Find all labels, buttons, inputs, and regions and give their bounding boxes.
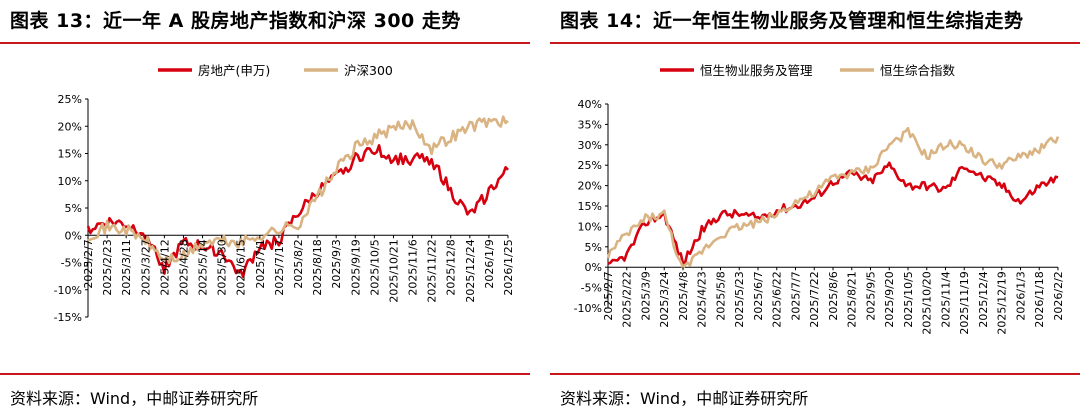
x-tick-label: 2025/12/24 (464, 239, 477, 302)
y-tick-label: -15% (54, 311, 82, 324)
x-tick-label: 2025/4/23 (696, 271, 709, 327)
x-tick-label: 2025/7/17 (273, 239, 286, 295)
title-divider (550, 42, 1080, 44)
line-chart-14: 40% 35% 30% 25% 20% 15% 10% 5% 0% -5% -10% 2025/2/7… (574, 63, 1065, 335)
x-tick-label: 2025/11/4 (940, 271, 953, 327)
x-tick-label: 2025/11/19 (958, 271, 971, 334)
x-tick-label: 2025/2/22 (621, 271, 634, 327)
x-tick-label: 2025/5/30 (216, 239, 229, 295)
y-tick-label: 25% (578, 159, 602, 172)
x-tick-label: 2025/9/20 (883, 271, 896, 327)
y-tick-label: 20% (578, 180, 602, 193)
x-tick-label: 2026/1/18 (1033, 271, 1046, 327)
legend-label-1: 房地产(申万) (198, 63, 270, 78)
y-tick-label: 20% (58, 120, 82, 133)
x-tick-label: 2025/10/5 (368, 239, 381, 295)
y-tick-label: 5% (65, 202, 82, 215)
x-tick-label: 2025/5/23 (733, 271, 746, 327)
y-tick-label: 10% (578, 220, 602, 233)
x-tick-label: 2025/4/12 (158, 239, 171, 295)
x-tick-label: 2025/3/24 (658, 271, 671, 327)
x-tick-label: 2025/7/7 (790, 271, 803, 320)
x-tick-label: 2025/12/4 (977, 271, 990, 327)
x-tick-label: 2025/11/6 (407, 239, 420, 295)
x-tick-label: 2025/6/7 (752, 271, 765, 320)
y-tick-label: 5% (585, 241, 602, 254)
x-tick-label: 2025/3/27 (139, 239, 152, 295)
chart-source: 资料来源：Wind，中邮证券研究所 (560, 389, 809, 408)
chart-panel-13: 图表 13：近一年 A 股房地产指数和沪深 300 走势 25% 20% 15% 10… (0, 0, 530, 413)
x-tick-label: 2025/11/22 (426, 239, 439, 302)
legend-label-1: 恒生物业服务及管理 (700, 63, 813, 78)
source-divider (550, 373, 1080, 375)
x-tick-label: 2025/4/28 (177, 239, 190, 295)
legend-label-2: 沪深300 (344, 63, 393, 78)
chart-source: 资料来源：Wind，中邮证券研究所 (10, 389, 259, 408)
x-tick-label: 2025/5/8 (715, 271, 728, 320)
x-tick-label: 2025/6/22 (771, 271, 784, 327)
y-tick-label: 15% (58, 148, 82, 161)
series-line-1 (86, 144, 509, 278)
series-line-2 (87, 115, 509, 265)
legend-label-2: 恒生综合指数 (880, 63, 956, 78)
x-tick-label: 2025/7/1 (254, 239, 267, 288)
y-tick-label: 40% (578, 98, 602, 111)
y-tick-label: 15% (578, 200, 602, 213)
y-tick-label: 25% (58, 93, 82, 106)
x-tick-label: 2025/10/5 (902, 271, 915, 327)
x-tick-label: 2025/2/23 (101, 239, 114, 295)
x-tick-label: 2025/8/6 (827, 271, 840, 320)
x-tick-label: 2025/2/7 (82, 239, 95, 288)
y-tick-label: -10% (574, 302, 602, 315)
chart-title: 图表 13：近一年 A 股房地产指数和沪深 300 走势 (10, 10, 461, 32)
y-tick-label: 30% (578, 139, 602, 152)
x-tick-label: 2025/12/19 (996, 271, 1009, 334)
x-tick-label: 2026/1/9 (483, 239, 496, 288)
x-tick-label: 2026/2/2 (1052, 271, 1065, 320)
x-tick-label: 2025/8/21 (846, 271, 859, 327)
y-tick-label: 0% (65, 229, 82, 242)
series-line-1 (607, 161, 1059, 265)
y-tick-label: 10% (58, 175, 82, 188)
x-tick-label: 2026/1/25 (502, 239, 515, 295)
chart-title: 图表 14：近一年恒生物业服务及管理和恒生综指走势 (560, 10, 1024, 32)
y-tick-label: -10% (54, 284, 82, 297)
x-tick-label: 2025/4/8 (677, 271, 690, 320)
x-tick-label: 2025/7/22 (808, 271, 821, 327)
x-tick-label: 2025/9/19 (349, 239, 362, 295)
y-tick-label: -5% (61, 257, 82, 270)
chart-panel-14: 图表 14：近一年恒生物业服务及管理和恒生综指走势 40% 35% 30% 25% 20… (550, 0, 1080, 413)
title-divider (0, 42, 530, 44)
x-tick-label: 2025/5/14 (197, 239, 210, 295)
x-tick-label: 2025/3/11 (120, 239, 133, 295)
x-tick-label: 2025/8/2 (292, 239, 305, 288)
x-tick-label: 2025/6/15 (235, 239, 248, 295)
x-tick-label: 2026/1/3 (1015, 271, 1028, 320)
x-tick-label: 2025/8/18 (311, 239, 324, 295)
x-tick-label: 2025/9/5 (865, 271, 878, 320)
source-divider (0, 373, 530, 375)
line-chart-13: 25% 20% 15% 10% 5% 0% -5% -10% -15% 2025/2/7 2025/… (54, 63, 515, 324)
x-tick-label: 2025/10/21 (387, 239, 400, 302)
x-tick-label: 2025/2/7 (602, 271, 615, 320)
y-tick-label: -5% (581, 282, 602, 295)
x-tick-label: 2025/9/3 (330, 239, 343, 288)
x-tick-label: 2025/12/8 (445, 239, 458, 295)
y-tick-label: 35% (578, 118, 602, 131)
y-tick-label: 0% (585, 261, 602, 274)
x-tick-label: 2025/10/20 (921, 271, 934, 334)
x-tick-label: 2025/3/9 (640, 271, 653, 320)
